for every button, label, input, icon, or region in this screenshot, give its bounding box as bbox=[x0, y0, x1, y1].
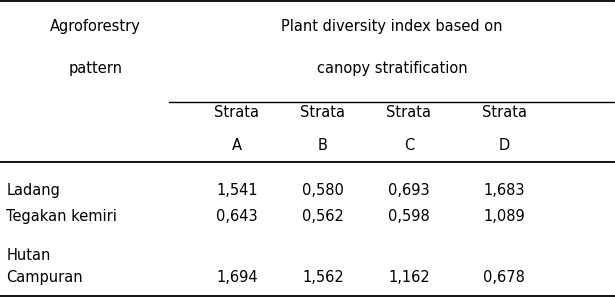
Text: 0,562: 0,562 bbox=[302, 209, 344, 224]
Text: Strata: Strata bbox=[482, 105, 527, 120]
Text: 0,693: 0,693 bbox=[388, 183, 430, 198]
Text: Campuran: Campuran bbox=[6, 270, 83, 285]
Text: Hutan: Hutan bbox=[6, 248, 50, 263]
Text: 1,162: 1,162 bbox=[388, 270, 430, 285]
Text: 0,678: 0,678 bbox=[483, 270, 525, 285]
Text: Strata: Strata bbox=[300, 105, 346, 120]
Text: canopy stratification: canopy stratification bbox=[317, 61, 467, 76]
Text: Tegakan kemiri: Tegakan kemiri bbox=[6, 209, 117, 224]
Text: Ladang: Ladang bbox=[6, 183, 60, 198]
Text: 0,598: 0,598 bbox=[388, 209, 430, 224]
Text: 1,089: 1,089 bbox=[483, 209, 525, 224]
Text: Strata: Strata bbox=[386, 105, 432, 120]
Text: C: C bbox=[404, 138, 414, 153]
Text: 0,580: 0,580 bbox=[302, 183, 344, 198]
Text: D: D bbox=[499, 138, 510, 153]
Text: A: A bbox=[232, 138, 242, 153]
Text: 1,562: 1,562 bbox=[302, 270, 344, 285]
Text: 1,694: 1,694 bbox=[216, 270, 258, 285]
Text: pattern: pattern bbox=[68, 61, 122, 76]
Text: Plant diversity index based on: Plant diversity index based on bbox=[281, 19, 503, 34]
Text: Strata: Strata bbox=[214, 105, 260, 120]
Text: 1,683: 1,683 bbox=[483, 183, 525, 198]
Text: Agroforestry: Agroforestry bbox=[50, 19, 141, 34]
Text: 0,643: 0,643 bbox=[216, 209, 258, 224]
Text: 1,541: 1,541 bbox=[216, 183, 258, 198]
Text: B: B bbox=[318, 138, 328, 153]
